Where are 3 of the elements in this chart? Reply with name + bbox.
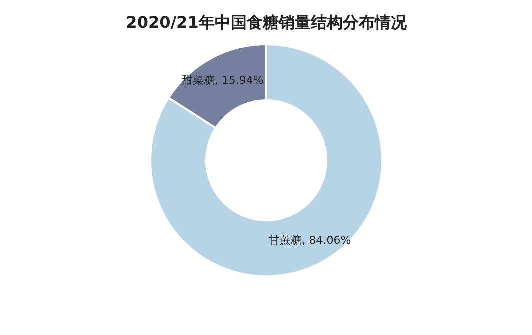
slice-label: 甜菜糖, 15.94% xyxy=(182,74,264,88)
slice-label: 甘蔗糖, 84.06% xyxy=(269,234,352,247)
chart-title: 2020/21年中国食糖销量结构分布情况 xyxy=(126,13,408,32)
